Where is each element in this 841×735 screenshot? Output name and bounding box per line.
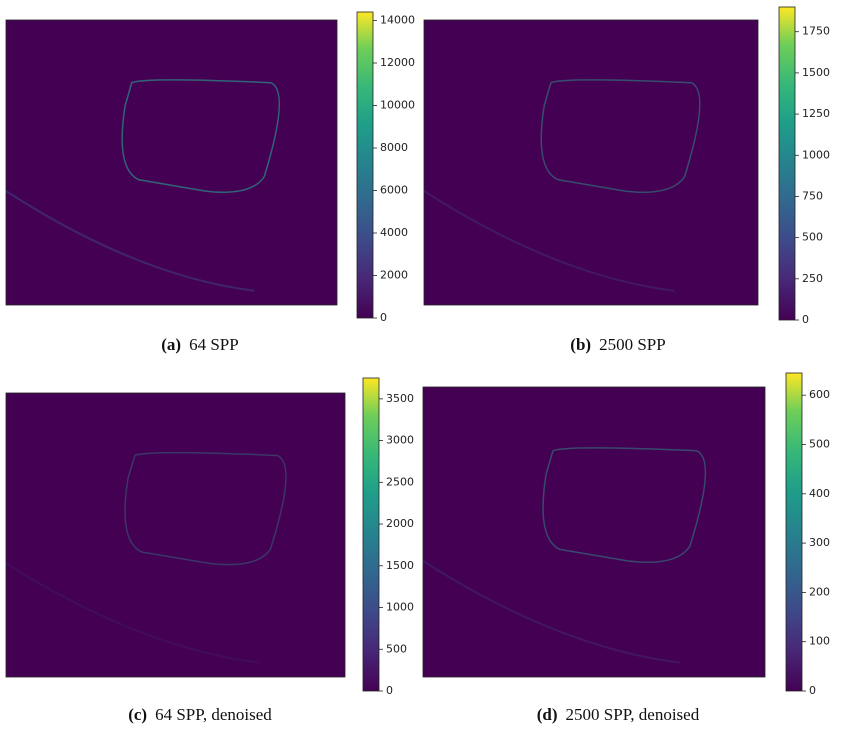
caption: (b) 2500 SPP (570, 335, 665, 354)
tick-label: 0 (809, 684, 816, 697)
tick-label: 300 (809, 536, 830, 549)
page: {"panels": [ {"label": "(a)", "caption":… (0, 0, 841, 735)
image (6, 393, 345, 677)
caption-label: (d) (537, 705, 558, 724)
caption: (d) 2500 SPP, denoised (537, 705, 700, 724)
colorbar (363, 378, 379, 691)
tick-label: 1000 (386, 601, 414, 614)
tick-label: 6000 (380, 184, 408, 197)
tick-label: 2500 (386, 475, 414, 488)
caption-label: (b) (570, 335, 591, 354)
tick-label: 750 (802, 189, 823, 202)
image (424, 20, 758, 305)
image (6, 20, 337, 305)
colorbar (357, 12, 373, 318)
tick-label: 200 (809, 585, 830, 598)
tick-label: 14000 (380, 14, 415, 27)
image (423, 387, 765, 677)
tick-label: 400 (809, 487, 830, 500)
caption: (c) 64 SPP, denoised (128, 705, 272, 724)
tick-label: 10000 (380, 99, 415, 112)
tick-label: 600 (809, 388, 830, 401)
tick-label: 100 (809, 635, 830, 648)
tick-label: 3000 (386, 434, 414, 447)
tick-label: 0 (802, 313, 809, 326)
tick-label: 2000 (380, 269, 408, 282)
figure: 02000400060008000100001200014000(a)64 SP… (0, 0, 841, 735)
tick-label: 500 (809, 437, 830, 450)
tick-label: 2000 (386, 517, 414, 530)
caption-text: 64 SPP, denoised (155, 705, 272, 724)
caption-label: (c) (128, 705, 147, 724)
tick-label: 1500 (802, 66, 830, 79)
tick-label: 3500 (386, 392, 414, 405)
caption-text: 64 SPP (189, 335, 239, 354)
tick-label: 500 (802, 231, 823, 244)
colorbar (786, 373, 802, 691)
tick-label: 12000 (380, 56, 415, 69)
caption-text: 2500 SPP (599, 335, 666, 354)
tick-label: 1250 (802, 107, 830, 120)
caption: (a) 64 SPP (161, 335, 238, 354)
caption-label: (a) (161, 335, 181, 354)
tick-label: 500 (386, 642, 407, 655)
caption-text: 2500 SPP, denoised (566, 705, 700, 724)
tick-label: 8000 (380, 141, 408, 154)
tick-label: 4000 (380, 226, 408, 239)
tick-label: 1000 (802, 148, 830, 161)
tick-label: 1500 (386, 559, 414, 572)
tick-label: 250 (802, 272, 823, 285)
tick-label: 0 (380, 311, 387, 324)
colorbar (779, 7, 795, 320)
tick-label: 0 (386, 684, 393, 697)
tick-label: 1750 (802, 25, 830, 38)
